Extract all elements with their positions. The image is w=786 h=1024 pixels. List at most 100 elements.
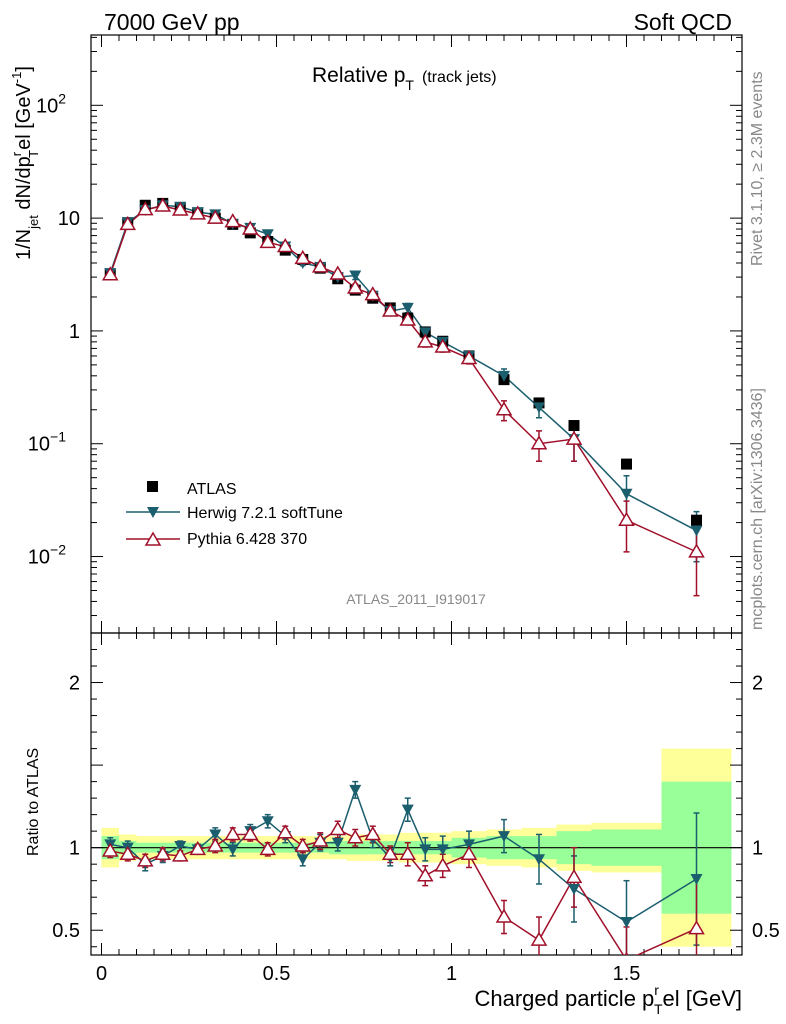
legend-herwig-marker bbox=[147, 507, 159, 518]
pythia-data-point bbox=[206, 209, 224, 224]
pythia-data-point bbox=[171, 201, 189, 216]
pythia-ratio-point bbox=[189, 840, 207, 856]
plot-title: Relative pT (track jets) bbox=[312, 64, 497, 93]
pythia-ratio-point bbox=[495, 908, 513, 923]
plot-title-note: (track jets) bbox=[422, 69, 497, 86]
ratio-y-tick-label-right: 0.5 bbox=[752, 920, 780, 942]
top-panel-ticks: 10−2 10−1 1 10 102 bbox=[28, 36, 742, 617]
pythia-ratio-point bbox=[311, 832, 329, 847]
atlas-data-point bbox=[568, 420, 580, 432]
pythia-data-point bbox=[101, 266, 119, 281]
pythia-data-point bbox=[136, 201, 154, 216]
pythia-data-point bbox=[346, 279, 364, 294]
pythia-data-point bbox=[311, 258, 329, 273]
ratio-y-tick-label-right: 1 bbox=[752, 838, 763, 860]
herwig-data-point bbox=[419, 327, 432, 339]
herwig-ratio-point bbox=[436, 844, 449, 856]
pythia-data-point bbox=[241, 220, 259, 235]
herwig-ratio-point bbox=[349, 784, 362, 796]
x-tick-label: 0 bbox=[96, 963, 107, 985]
herwig-ratio-point bbox=[261, 816, 274, 828]
pythia-data-point bbox=[618, 511, 635, 526]
pythia-ratio-point bbox=[460, 845, 478, 861]
legend-atlas-marker bbox=[147, 481, 158, 492]
herwig-ratio-point bbox=[419, 844, 432, 856]
y-tick-label: 10−1 bbox=[28, 429, 66, 456]
pythia-ratio-point bbox=[416, 867, 434, 882]
legend-pythia-marker bbox=[144, 531, 162, 546]
pythia-data-point bbox=[530, 435, 548, 450]
pythia-ratio-point bbox=[276, 824, 294, 839]
top-panel-series bbox=[101, 197, 705, 597]
herwig-ratio-point bbox=[620, 916, 633, 928]
pythia-data-point bbox=[189, 205, 207, 220]
ratio-panel-ticks: 0 0.5 1 1.5 0.5 0.5 1 1 2 2 bbox=[52, 35, 780, 985]
y-tick-label: 10 bbox=[58, 208, 80, 230]
herwig-ratio-point bbox=[296, 854, 309, 866]
pythia-ratio-point bbox=[101, 842, 119, 857]
herwig-data-point bbox=[349, 270, 362, 282]
ratio-y-tick-label: 0.5 bbox=[52, 920, 80, 942]
pythia-data-point bbox=[259, 233, 277, 249]
herwig-ratio-point bbox=[226, 844, 239, 856]
y-tick-label: 10−2 bbox=[28, 542, 66, 569]
pythia-ratio-point bbox=[294, 837, 312, 852]
herwig-ratio-point bbox=[174, 841, 187, 853]
pythia-ratio-point bbox=[624, 951, 629, 955]
atlas-data-point bbox=[691, 514, 702, 526]
pythia-data-point bbox=[434, 338, 452, 353]
pythia-ratio-point bbox=[346, 829, 364, 844]
herwig-ratio-point bbox=[568, 883, 580, 895]
herwig-data-point bbox=[498, 370, 510, 382]
pythia-ratio-point bbox=[381, 845, 399, 861]
legend-atlas-label: ATLAS bbox=[187, 481, 237, 498]
pythia-data-point bbox=[688, 543, 705, 558]
header-category-label: Soft QCD bbox=[634, 9, 732, 35]
ratio-y-axis-label: Ratio to ATLAS bbox=[25, 748, 42, 856]
herwig-ratio-point bbox=[533, 854, 545, 866]
ratio-panel-series bbox=[101, 780, 705, 955]
ratio-y-tick-label-right: 2 bbox=[752, 673, 763, 695]
herwig-ratio-point bbox=[209, 829, 222, 841]
ratio-y-tick-label: 1 bbox=[69, 838, 80, 860]
x-tick-label: 1.5 bbox=[613, 963, 641, 985]
rivet-version-label: Rivet 3.1.10, ≥ 2.3M events bbox=[749, 71, 766, 266]
pythia-series-line bbox=[109, 205, 697, 553]
pythia-ratio-point bbox=[206, 837, 224, 852]
pythia-data-point bbox=[495, 401, 513, 416]
pythia-data-point bbox=[276, 238, 294, 253]
top-y-axis-label: 1/Njet dN/dpr Tel [GeV-1] bbox=[9, 66, 41, 260]
pythia-ratio-point bbox=[154, 845, 172, 861]
atlas-data-point bbox=[621, 458, 632, 470]
pythia-data-point bbox=[224, 213, 242, 228]
herwig-ratio-point bbox=[498, 831, 510, 843]
header-energy-label: 7000 GeV pp bbox=[104, 9, 240, 35]
pythia-ratio-point bbox=[565, 868, 583, 884]
pythia-data-point bbox=[119, 215, 137, 231]
ratio-panel-border bbox=[90, 632, 743, 956]
mcplots-reference-label: mcplots.cern.ch [arXiv:1306.3436] bbox=[749, 388, 766, 630]
herwig-ratio-point bbox=[401, 804, 414, 816]
y-tick-label: 1 bbox=[69, 321, 80, 343]
pythia-data-point bbox=[416, 333, 434, 348]
legend-pythia-label: Pythia 6.428 370 bbox=[187, 531, 307, 548]
x-tick-label: 1 bbox=[446, 963, 457, 985]
pythia-data-point bbox=[460, 349, 478, 365]
pythia-ratio-point bbox=[136, 852, 154, 867]
pythia-ratio-point bbox=[364, 825, 382, 841]
ratio-series-group bbox=[101, 780, 705, 955]
x-tick-label: 0.5 bbox=[263, 963, 291, 985]
herwig-data-point bbox=[533, 402, 545, 414]
pythia-data-point bbox=[381, 302, 399, 317]
pythia-data-point bbox=[364, 286, 382, 301]
ratio-y-tick-label: 2 bbox=[69, 673, 80, 695]
pythia-ratio-point bbox=[688, 920, 705, 935]
legend-herwig-label: Herwig 7.2.1 softTune bbox=[187, 505, 343, 522]
pythia-ratio-point bbox=[241, 825, 259, 841]
ratio-panel-frame bbox=[90, 632, 743, 956]
pythia-ratio-point bbox=[119, 845, 137, 861]
herwig-data-point bbox=[620, 488, 633, 500]
pythia-ratio-point bbox=[434, 857, 452, 872]
x-axis-label: Charged particle pr Tel [GeV] bbox=[475, 982, 743, 1017]
